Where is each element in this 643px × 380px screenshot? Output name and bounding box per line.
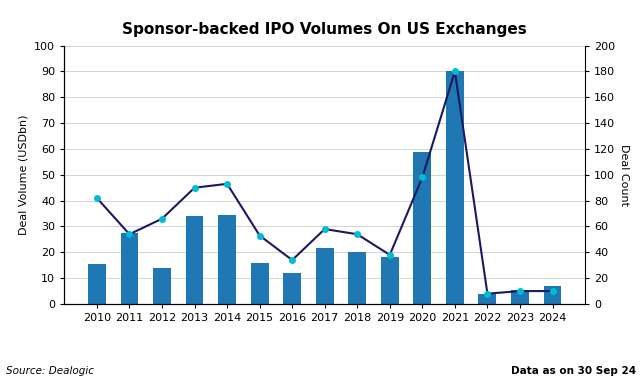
Y-axis label: Deal Volume (USDbn): Deal Volume (USDbn) xyxy=(19,114,29,235)
Bar xyxy=(251,263,269,304)
Bar xyxy=(120,233,138,304)
Bar xyxy=(349,252,367,304)
Bar xyxy=(413,152,431,304)
Y-axis label: Deal Count: Deal Count xyxy=(619,144,629,206)
Bar xyxy=(186,216,203,304)
Bar xyxy=(446,71,464,304)
Bar xyxy=(381,258,399,304)
Title: Sponsor-backed IPO Volumes On US Exchanges: Sponsor-backed IPO Volumes On US Exchang… xyxy=(122,22,527,38)
Bar xyxy=(218,215,236,304)
Bar xyxy=(478,294,496,304)
Bar xyxy=(316,249,334,304)
Bar xyxy=(283,273,301,304)
Text: Source: Dealogic: Source: Dealogic xyxy=(6,366,95,376)
Bar xyxy=(543,286,561,304)
Text: Data as on 30 Sep 24: Data as on 30 Sep 24 xyxy=(511,366,637,376)
Bar xyxy=(153,268,171,304)
Bar xyxy=(88,264,106,304)
Bar xyxy=(511,290,529,304)
